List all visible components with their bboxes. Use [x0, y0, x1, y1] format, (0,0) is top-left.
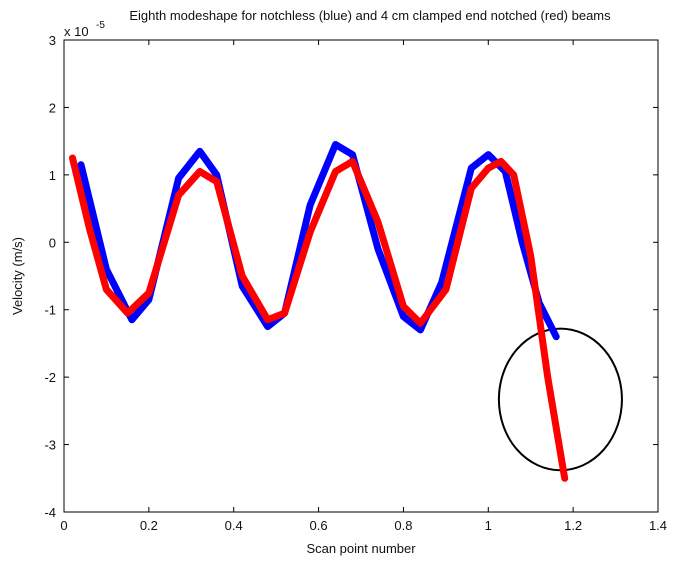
series-2-point — [239, 273, 246, 279]
x-tick-label: 0 — [60, 518, 67, 533]
series-2-point — [281, 310, 288, 317]
series-2-point — [175, 192, 182, 199]
series-2-point — [485, 165, 492, 172]
y-tick-label: 3 — [49, 33, 56, 48]
series-layer — [69, 141, 569, 482]
x-tick-label: 0.8 — [394, 518, 412, 533]
series-1-point — [468, 165, 475, 172]
series-2-point — [213, 178, 220, 185]
series-1-point — [400, 313, 407, 320]
x-tick-label: 1.4 — [649, 518, 667, 533]
series-2-point — [544, 374, 551, 381]
series-1-point — [77, 161, 84, 168]
x-tick-label: 0.6 — [310, 518, 328, 533]
series-2-point — [307, 229, 314, 236]
x-tick-label: 1 — [485, 518, 492, 533]
series-2-point — [124, 310, 131, 317]
series-2-point — [468, 185, 475, 192]
series-1-point — [519, 239, 526, 246]
series-1-point — [349, 151, 356, 158]
x-axis-label: Scan point number — [306, 541, 416, 556]
series-1-point — [103, 266, 110, 273]
series-2-point — [145, 289, 152, 296]
series-2-point — [400, 303, 407, 310]
series-2-point — [527, 252, 534, 259]
series-2-point — [510, 171, 517, 178]
chart-title: Eighth modeshape for notchless (blue) an… — [129, 8, 611, 23]
series-2-point — [349, 158, 356, 165]
y-axis-label: Velocity (m/s) — [10, 237, 25, 315]
series-1-point — [438, 279, 445, 286]
tick-group: 0 0.2 0.4 0.6 0.8 1 1.2 1.4 -4 -3 -2 -1 0 1 2 3 — [44, 33, 667, 533]
series-1-point — [374, 246, 381, 253]
series-2-point — [417, 320, 424, 327]
series-1-point — [417, 326, 424, 333]
series-1-point — [332, 141, 339, 148]
series-2-point — [264, 316, 271, 323]
y-exponent-base: x 10 — [64, 24, 89, 39]
y-tick-label: -1 — [44, 303, 56, 318]
y-tick-label: 1 — [49, 168, 56, 183]
series-1-point — [553, 333, 560, 340]
series-1-point — [128, 316, 135, 323]
series-1-point — [307, 202, 314, 209]
y-tick-label: -4 — [44, 505, 56, 520]
series-2-point — [103, 286, 110, 293]
series-1-point — [264, 323, 271, 330]
x-tick-label: 0.2 — [140, 518, 158, 533]
series-2-point — [442, 286, 449, 293]
y-tick-label: 0 — [49, 235, 56, 250]
series-2-point — [196, 168, 203, 175]
series-1-point — [196, 148, 203, 155]
series-2-point — [374, 219, 381, 226]
y-tick-label: -3 — [44, 438, 56, 453]
y-exponent-power: -5 — [96, 20, 105, 31]
x-tick-label: 1.2 — [564, 518, 582, 533]
series-1-point — [175, 175, 182, 182]
y-tick-label: -2 — [44, 370, 56, 385]
series-2-point — [69, 155, 76, 161]
series-2-point — [498, 158, 505, 165]
series-1-point — [485, 151, 492, 158]
series-2-point — [561, 475, 568, 482]
series-1-point — [213, 171, 220, 178]
y-tick-label: 2 — [49, 100, 56, 115]
series-2-point — [86, 225, 93, 232]
series-2-point — [332, 168, 339, 175]
x-tick-label: 0.4 — [225, 518, 243, 533]
